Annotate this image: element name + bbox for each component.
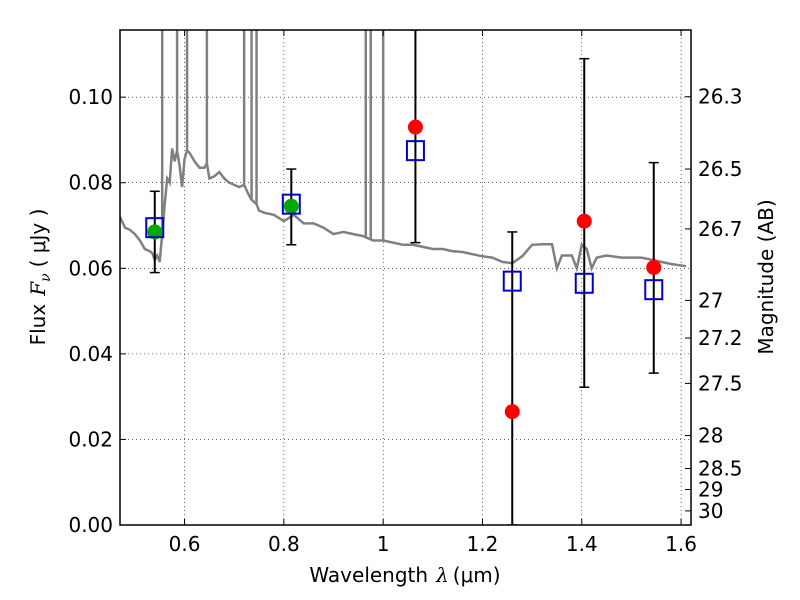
y2-axis-label: Magnitude (AB) [754, 199, 778, 354]
axis-ticks: 0.6 0.8 1 1.2 1.4 1.6 0.00 0.02 0.04 0.06 0.08 0.10… [68, 30, 743, 556]
data-point-circle [283, 198, 299, 214]
x-tick-label: 0.8 [268, 532, 300, 556]
data-point-circle [147, 224, 163, 240]
x-tick-label: 1.4 [566, 532, 598, 556]
model-point-square [281, 193, 301, 215]
y-tick-label: 0.02 [68, 427, 113, 451]
x-tick-label: 1.6 [665, 532, 697, 556]
y-tick-label: 0.00 [68, 513, 113, 537]
y2-tick-label: 30 [698, 499, 723, 523]
y2-tick-label: 27.2 [698, 326, 743, 350]
model-point-square [644, 279, 664, 301]
x-tick-label: 1.2 [467, 532, 499, 556]
y2-tick-label: 26.7 [698, 217, 743, 241]
y-axis-label: FluxFν( μJy ) [26, 209, 54, 346]
y-tick-label: 0.08 [68, 171, 113, 195]
model-point-square [145, 217, 165, 239]
data-point-circle [407, 119, 423, 135]
y-tick-label: 0.04 [68, 342, 113, 366]
model-point-square [502, 270, 522, 292]
y-tick-label: 0.10 [68, 85, 113, 109]
y2-tick-label: 26.3 [698, 85, 743, 109]
x-tick-label: 1 [377, 532, 390, 556]
plot-area [120, 30, 691, 525]
y-tick-label: 0.06 [68, 256, 113, 280]
model-sed-line [120, 148, 687, 273]
y2-tick-label: 26.5 [698, 157, 743, 181]
x-axis-label: Wavelength λ (μm) [309, 563, 500, 587]
data-point-circle [576, 213, 592, 229]
y2-tick-label: 28.5 [698, 457, 743, 481]
y2-tick-label: 29 [698, 477, 723, 501]
data-point-circle [646, 259, 662, 275]
grid-lines [120, 30, 691, 526]
y2-tick-label: 28 [698, 424, 723, 448]
y2-tick-label: 27 [698, 288, 723, 312]
plot-content [120, 30, 687, 525]
model-point-square [574, 272, 594, 294]
y2-tick-label: 27.5 [698, 371, 743, 395]
data-point-circle [504, 404, 520, 420]
x-tick-label: 0.6 [169, 532, 201, 556]
plot-frame [119, 29, 692, 526]
model-point-square [405, 140, 425, 162]
